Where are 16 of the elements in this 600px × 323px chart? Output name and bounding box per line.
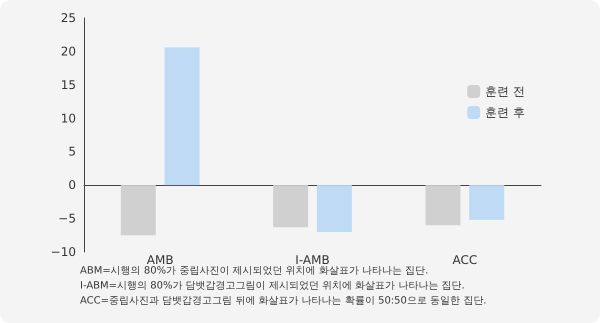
x-tick-label: I-AMB: [295, 253, 330, 267]
x-tick-label: AMB: [146, 253, 174, 267]
legend-label: 훈련 후: [485, 106, 526, 120]
y-tick-label: 15: [60, 78, 76, 92]
text: ACC=중립사진과 담뱃갑경고그림 뒤에 화살표가 나타나는 확률이 50:50으로 동일한 집단.: [80, 296, 486, 306]
text: ABM=시행의 80%가 중립사진이 제시되었던 위치에 화살표가 나타나는 집단.: [80, 266, 428, 276]
y-tick-label: 10: [60, 111, 76, 126]
y-tick-label: −5: [58, 212, 76, 226]
text: I-ABM=시행의 80%가 담뱃갑경고그림이 제시되었던 위치에 화살표가 나타나는 집단.: [80, 280, 465, 292]
y-tick-label: 20: [60, 44, 76, 58]
legend-label: 훈련 전: [485, 84, 526, 98]
y-tick-label: −10: [50, 245, 76, 259]
y-tick-label: 25: [60, 11, 76, 25]
y-tick-label: 0: [68, 178, 76, 192]
y-tick-label: 5: [68, 144, 76, 159]
x-tick-label: ACC: [452, 253, 478, 267]
